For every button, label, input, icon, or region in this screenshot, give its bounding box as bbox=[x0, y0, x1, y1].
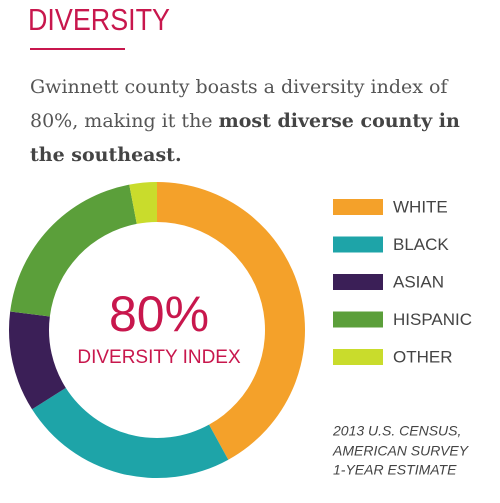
donut-segment bbox=[8, 311, 66, 410]
donut bbox=[8, 182, 306, 478]
legend-swatch bbox=[333, 274, 383, 290]
description-text: Gwinnett county boasts a diversity index… bbox=[30, 76, 448, 132]
legend: WHITE BLACK ASIAN HISPANIC OTHER bbox=[333, 197, 472, 366]
note-line: 1-YEAR ESTIMATE bbox=[333, 462, 457, 478]
source-note: 2013 U.S. CENSUS, AMERICAN SURVEY 1-YEAR… bbox=[332, 423, 470, 478]
donut-segment bbox=[10, 184, 137, 317]
donut-segment bbox=[32, 387, 229, 478]
chart-title: DIVERSITY bbox=[28, 2, 170, 37]
legend-label: OTHER bbox=[393, 347, 453, 366]
legend-swatch bbox=[333, 236, 383, 253]
donut-segment bbox=[157, 182, 306, 460]
legend-swatch bbox=[333, 349, 383, 365]
note-line: 2013 U.S. CENSUS, bbox=[332, 423, 461, 439]
center-label: DIVERSITY INDEX bbox=[77, 347, 241, 368]
center-value: 80% bbox=[109, 286, 209, 342]
legend-swatch bbox=[333, 311, 383, 328]
note-line: AMERICAN SURVEY bbox=[332, 443, 470, 459]
description-emphasis: most diverse county in the southeast. bbox=[30, 110, 460, 166]
description: Gwinnett county boasts a diversity index… bbox=[30, 70, 480, 172]
legend-label: BLACK bbox=[393, 235, 449, 254]
legend-label: ASIAN bbox=[393, 272, 444, 291]
legend-swatch bbox=[333, 199, 383, 215]
legend-label: WHITE bbox=[393, 197, 448, 216]
donut-segment bbox=[129, 182, 157, 224]
legend-label: HISPANIC bbox=[393, 310, 472, 329]
